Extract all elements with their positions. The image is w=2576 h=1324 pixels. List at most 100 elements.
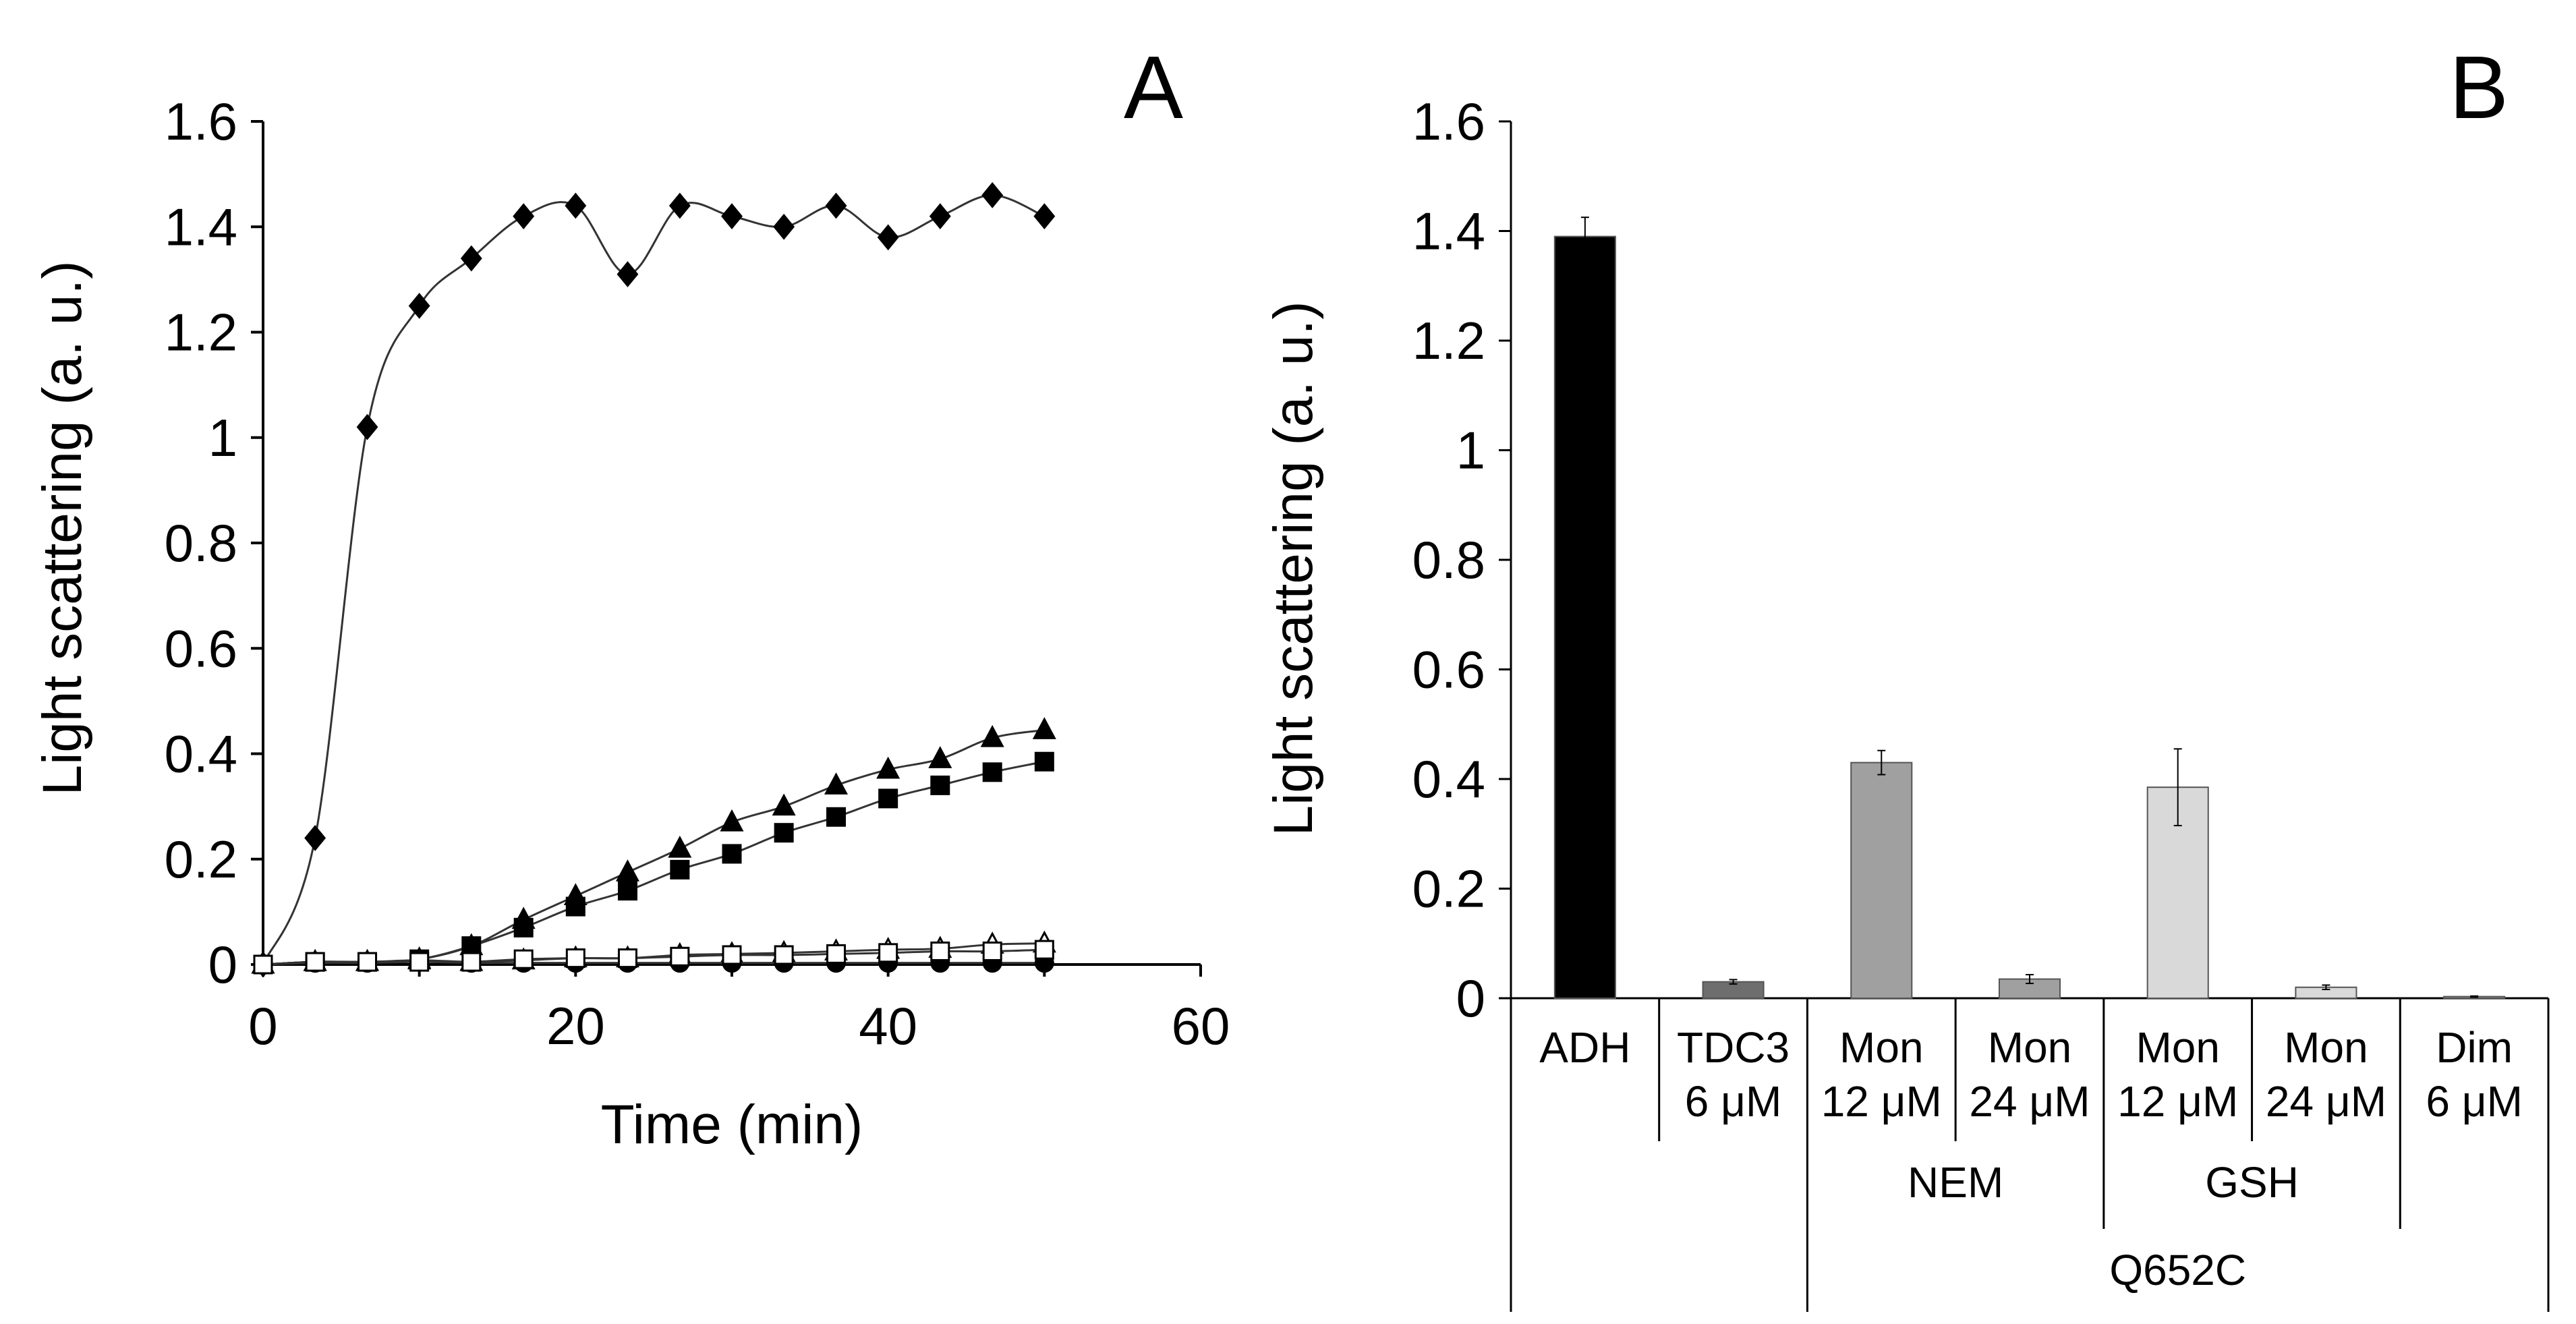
- panel-a-marker-square: [774, 823, 794, 843]
- panel-b-y-tick-label: 1.6: [1412, 92, 1485, 151]
- panel-b-category-label: Mon: [2284, 1023, 2368, 1072]
- panel-a-marker-square: [513, 949, 534, 969]
- panel-a-marker-square: [617, 948, 637, 969]
- panel-a-marker-diamond: [773, 213, 795, 240]
- panel-a-marker-square: [930, 775, 950, 795]
- panel-a-marker-triangle: [615, 859, 639, 882]
- panel-a-marker-square: [878, 788, 898, 809]
- panel-a-marker-square: [253, 954, 273, 975]
- panel-b-category-label: TDC3: [1677, 1023, 1790, 1072]
- panel-b-bar: [1850, 761, 1913, 999]
- panel-a-marker-square: [565, 948, 585, 969]
- panel-a-marker-diamond: [981, 182, 1004, 208]
- panel-b-bar: [1553, 235, 1616, 999]
- panel-a-marker-triangle: [1032, 717, 1056, 739]
- panel-b-category-label: Dim: [2436, 1023, 2513, 1072]
- panel-b-group-label: Q652C: [2109, 1246, 2246, 1294]
- panel-a-marker-square: [774, 945, 794, 965]
- panel-a-marker-triangle: [772, 793, 796, 816]
- panel-a-marker-triangle: [876, 756, 900, 779]
- panel-b-y-axis-label: Light scattering (a. u.): [1263, 301, 1324, 836]
- panel-a-x-axis-label: Time (min): [601, 1094, 863, 1155]
- panel-a-marker-square: [670, 859, 690, 880]
- panel-a-x-tick-label: 40: [859, 996, 917, 1056]
- panel-a-y-tick-label: 0.8: [165, 513, 237, 573]
- panel-a-y-tick-label: 1.2: [165, 303, 237, 362]
- panel-a-marker-diamond: [304, 825, 326, 851]
- panel-a-marker-diamond: [721, 203, 743, 229]
- panel-a-x-tick-label: 0: [248, 996, 277, 1056]
- panel-a-y-tick-label: 1.6: [165, 92, 237, 151]
- panel-b-category-label: 24 μM: [2266, 1077, 2386, 1126]
- panel-b-y-tick-label: 0.8: [1412, 530, 1485, 589]
- panel-a-marker-diamond: [617, 261, 639, 287]
- panel-a-marker-triangle: [928, 746, 952, 768]
- panel-a-marker-triangle: [668, 835, 692, 858]
- panel-a-y-tick-label: 0.2: [165, 830, 237, 889]
- panel-a-series-filled-triangle: [251, 717, 1056, 974]
- panel-b-category-label: 6 μM: [1685, 1077, 1782, 1126]
- panel-b-group-label: NEM: [1908, 1158, 2003, 1207]
- panel-b-bar: [2146, 786, 2209, 999]
- panel-a-marker-square: [722, 945, 742, 965]
- panel-a-y-tick-label: 0.4: [165, 724, 237, 784]
- panel-a-marker-square: [461, 952, 482, 972]
- panel-a-marker-square: [826, 944, 847, 964]
- panel-a-series-line: [262, 760, 1045, 966]
- panel-b-category-label: ADH: [1539, 1023, 1630, 1072]
- panel-a-marker-square: [670, 946, 690, 967]
- panel-a-marker-diamond: [929, 203, 951, 229]
- panel-a-marker-square: [617, 881, 637, 901]
- panel-a-marker-diamond: [825, 192, 847, 219]
- panel-a-y-tick-label: 1: [208, 408, 237, 467]
- panel-a-marker-triangle: [980, 724, 1004, 747]
- panel-a-marker-diamond: [877, 224, 899, 251]
- panel-a-y-axis-label: Light scattering (a. u.): [32, 260, 93, 795]
- panel-b-y-tick-label: 1.2: [1412, 311, 1485, 370]
- panel-b-category-label: Mon: [1839, 1023, 1924, 1072]
- panel-a-marker-square: [878, 943, 898, 963]
- panel-b-category-label: 12 μM: [1821, 1077, 1942, 1126]
- panel-a-marker-square: [513, 917, 534, 938]
- panel-b-bar-chart: B Light scattering (a. u.) 0 0.2 0.4 0.6 0.8…: [1263, 38, 2550, 1312]
- panel-b-group-label: GSH: [2205, 1158, 2299, 1207]
- panel-a-marker-diamond: [1033, 203, 1056, 229]
- panel-a-marker-diamond: [408, 293, 430, 319]
- panel-a-marker-square: [826, 807, 847, 827]
- panel-b-y-tick-label: 0.2: [1412, 859, 1485, 919]
- panel-a-x-tick-label: 20: [546, 996, 605, 1056]
- panel-a-marker-square: [1034, 940, 1054, 960]
- panel-a-marker-square: [409, 952, 430, 972]
- panel-a-y-tick-label: 0: [208, 935, 237, 994]
- panel-b-y-tick-label: 0: [1456, 969, 1485, 1028]
- panel-a-marker-square: [565, 896, 585, 917]
- panel-b-y-tick-label: 1: [1456, 421, 1485, 480]
- panel-a-line-chart: A Light scattering (a. u.) Time (min) 00…: [32, 38, 1230, 1155]
- panel-a-y-tick-label: 0.6: [165, 618, 237, 678]
- panel-a-marker-diamond: [460, 245, 482, 272]
- panel-a-marker-square: [982, 941, 1002, 961]
- panel-a-marker-square: [1034, 751, 1054, 772]
- panel-a-y-tick-label: 1.4: [165, 197, 237, 256]
- panel-b-y-tick-label: 0.4: [1412, 749, 1485, 809]
- panel-a-x-tick-label: 60: [1172, 996, 1230, 1056]
- panel-a-marker-diamond: [356, 413, 378, 440]
- panel-a-series-line: [262, 194, 1045, 965]
- panel-a-marker-square: [722, 844, 742, 864]
- panel-a-marker-square: [305, 952, 325, 972]
- panel-a-marker-triangle: [824, 772, 849, 795]
- panel-a-marker-square: [357, 952, 378, 972]
- panel-a-marker-square: [982, 762, 1002, 782]
- panel-a-series-line: [262, 728, 1045, 966]
- panel-a-marker-diamond: [513, 203, 535, 229]
- panel-a-marker-diamond: [565, 192, 587, 219]
- panel-b-label: B: [2449, 38, 2509, 137]
- panel-a-series-open-square: [253, 940, 1054, 975]
- panel-b-category-label: 12 μM: [2117, 1077, 2238, 1126]
- panel-a-marker-square: [930, 941, 950, 961]
- panel-b-category-label: 24 μM: [1969, 1077, 2090, 1126]
- panel-a-marker-triangle: [720, 809, 744, 832]
- panel-b-y-tick-label: 1.4: [1412, 202, 1485, 261]
- panel-b-category-label: Mon: [1988, 1023, 2072, 1072]
